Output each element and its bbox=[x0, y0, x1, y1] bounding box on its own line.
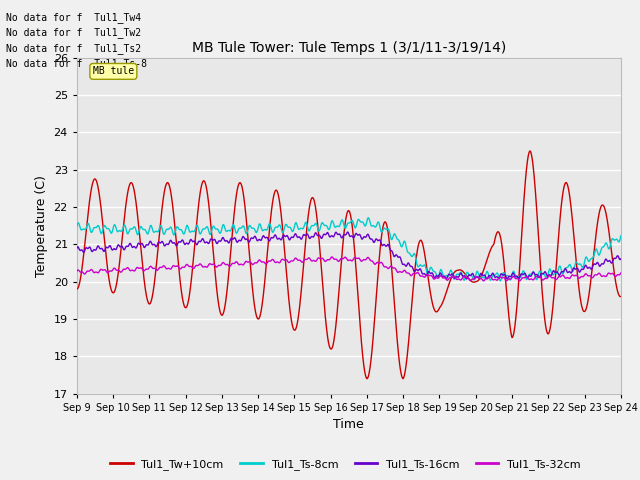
Text: No data for f  Tul1_Tw4: No data for f Tul1_Tw4 bbox=[6, 12, 141, 23]
Title: MB Tule Tower: Tule Temps 1 (3/1/11-3/19/14): MB Tule Tower: Tule Temps 1 (3/1/11-3/19… bbox=[191, 41, 506, 55]
Text: No data for f  Tul1_Ts2: No data for f Tul1_Ts2 bbox=[6, 43, 141, 54]
Text: No data for f  Tul1_Ts-8: No data for f Tul1_Ts-8 bbox=[6, 58, 147, 69]
X-axis label: Time: Time bbox=[333, 418, 364, 431]
Text: MB tule: MB tule bbox=[93, 66, 134, 76]
Y-axis label: Temperature (C): Temperature (C) bbox=[35, 175, 48, 276]
Text: No data for f  Tul1_Tw2: No data for f Tul1_Tw2 bbox=[6, 27, 141, 38]
Legend: Tul1_Tw+10cm, Tul1_Ts-8cm, Tul1_Ts-16cm, Tul1_Ts-32cm: Tul1_Tw+10cm, Tul1_Ts-8cm, Tul1_Ts-16cm,… bbox=[106, 455, 585, 474]
